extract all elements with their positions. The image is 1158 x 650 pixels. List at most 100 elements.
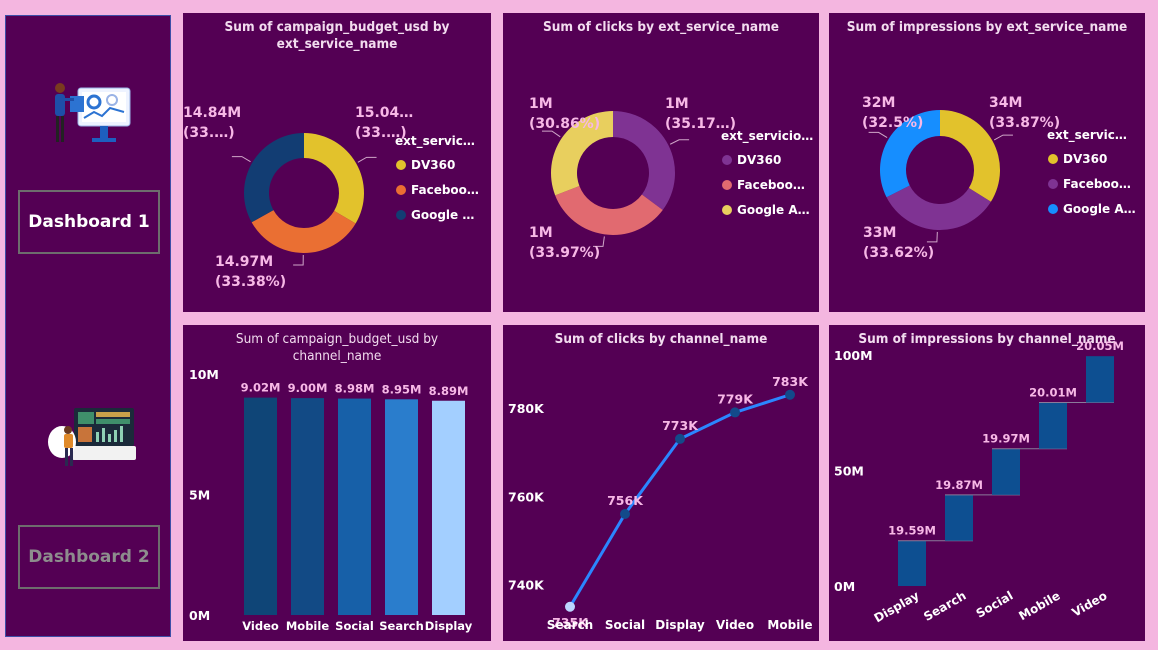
- waterfall-bar-video[interactable]: [1086, 356, 1114, 403]
- x-tick-label: Mobile: [1016, 588, 1062, 623]
- line-point-video[interactable]: [730, 407, 740, 418]
- donut-slice-dv360[interactable]: [613, 111, 675, 210]
- slice-value-label: 1M: [529, 225, 553, 241]
- x-tick-label: Search: [921, 588, 968, 623]
- donut-slice-facebook[interactable]: [886, 185, 991, 231]
- donut-slice-facebook[interactable]: [555, 185, 663, 235]
- clicks-by-channel-line-panel: Sum of clicks by channel_name 740K 760K 78…: [503, 325, 819, 641]
- waterfall-bar-social[interactable]: [992, 448, 1020, 495]
- line-point-display[interactable]: [675, 433, 685, 444]
- y-tick-label: 0M: [834, 579, 855, 594]
- bar-mobile[interactable]: [291, 398, 324, 615]
- dashboard-2-button[interactable]: Dashboard 2: [18, 525, 160, 589]
- waterfall-bar-search[interactable]: [945, 494, 973, 541]
- slice-percent-label: (35.17…): [665, 116, 736, 132]
- legend-entry[interactable]: Faceboo…: [1063, 177, 1131, 191]
- x-tick-label: Mobile: [286, 619, 329, 633]
- bar-search[interactable]: [385, 399, 418, 615]
- bar-display[interactable]: [432, 400, 465, 615]
- legend-swatch: [1048, 204, 1058, 214]
- budget-donut-chart: 15.04…(33.…)14.97M(33.38%)14.84M(33.…) ex…: [183, 105, 479, 290]
- line-point-search[interactable]: [565, 601, 575, 612]
- bar-social[interactable]: [338, 398, 371, 615]
- x-tick-label: Social: [335, 619, 374, 633]
- bar-data-label: 20.05M: [1076, 339, 1124, 353]
- panel-title: Sum of campaign_budget_usd by ext_servic…: [224, 19, 450, 52]
- clicks-by-service-donut-panel: Sum of clicks by ext_service_name 1M (35.…: [503, 13, 819, 312]
- impressions-by-service-donut-panel: Sum of impressions by ext_service_name 3…: [829, 13, 1145, 312]
- leader-line: [357, 156, 377, 163]
- slice-value-label: 33M: [863, 225, 896, 241]
- x-tick-label: Video: [1069, 588, 1109, 619]
- dashboard-1-button[interactable]: Dashboard 1: [18, 190, 160, 254]
- slice-percent-label: (33.…): [183, 125, 235, 141]
- x-tick-label: Display: [425, 619, 473, 633]
- slice-percent-label: (33.87%): [989, 115, 1060, 131]
- leader-line: [231, 156, 251, 163]
- leader-line: [868, 131, 888, 139]
- legend-title: ext_servicio…: [721, 129, 813, 144]
- leader-line: [593, 236, 605, 247]
- point-data-label: 756K: [607, 493, 644, 508]
- y-tick-label: 780K: [508, 401, 545, 416]
- donut-slice-facebook[interactable]: [251, 210, 356, 254]
- point-data-label: 735K: [552, 615, 589, 630]
- donut-slice-dv360[interactable]: [304, 133, 364, 224]
- donut-slice-google-ads[interactable]: [880, 110, 940, 198]
- budget-by-channel-bar-panel: Sum of campaign_budget_usd by channel_na…: [183, 325, 491, 641]
- slice-value-label: 32M: [862, 95, 895, 111]
- bar-data-label: 9.02M: [241, 381, 281, 395]
- leader-line: [541, 130, 561, 138]
- x-tick-label: Social: [974, 588, 1016, 620]
- dashboard-presenter-illustration: [48, 408, 136, 466]
- bar-data-label: 8.89M: [429, 384, 469, 398]
- slice-value-label: 1M: [529, 96, 553, 112]
- point-data-label: 773K: [662, 418, 699, 433]
- line-point-social[interactable]: [620, 509, 630, 519]
- leader-line: [993, 134, 1013, 141]
- legend-entry[interactable]: DV360: [411, 158, 455, 172]
- legend-entry[interactable]: Faceboo…: [737, 178, 805, 192]
- x-tick-label: Display: [872, 588, 922, 625]
- panel-title: Sum of impressions by channel_name: [858, 331, 1116, 347]
- y-tick-label: 100M: [834, 348, 873, 363]
- legend-swatch: [396, 185, 406, 195]
- legend-entry[interactable]: Google A…: [737, 203, 810, 217]
- donut-slice-google-ads[interactable]: [551, 111, 613, 196]
- slice-percent-label: (30.86%): [529, 116, 600, 132]
- slice-percent-label: (33.62%): [863, 245, 934, 261]
- legend-title: ext_servic…: [395, 134, 475, 149]
- slice-value-label: 14.84M: [183, 105, 241, 121]
- legend-title: ext_servic…: [1047, 128, 1127, 143]
- y-tick-label: 10M: [189, 367, 219, 382]
- donut-slice-google-ads[interactable]: [243, 132, 304, 223]
- legend-entry[interactable]: DV360: [1063, 152, 1107, 166]
- panel-title: Sum of clicks by ext_service_name: [543, 19, 779, 35]
- impressions-donut-chart: 34M (33.87%) 33M (33.62%) 32M (32.5%) ext_serv…: [862, 95, 1136, 261]
- legend-swatch: [1048, 179, 1058, 189]
- budget-by-service-donut-panel: Sum of campaign_budget_usd by ext_servic…: [183, 13, 491, 312]
- x-tick-label: Mobile: [767, 618, 812, 632]
- x-tick-label: Display: [655, 618, 705, 632]
- legend-entry[interactable]: Faceboo…: [411, 183, 479, 197]
- legend-entry[interactable]: Google A…: [1063, 202, 1136, 216]
- legend-entry[interactable]: DV360: [737, 153, 781, 167]
- slice-value-label: 1M: [665, 96, 689, 112]
- donut-slice-dv360[interactable]: [940, 110, 1000, 202]
- waterfall-bar-display[interactable]: [898, 540, 926, 586]
- clicks-donut-chart: 1M (35.17…) 1M (33.97%) 1M (30.86%) ext_servic…: [529, 96, 813, 261]
- legend-swatch: [722, 205, 732, 215]
- bar-data-label: 9.00M: [288, 381, 328, 395]
- y-tick-label: 760K: [508, 489, 545, 504]
- bar-data-label: 20.01M: [1029, 385, 1077, 399]
- line-point-mobile[interactable]: [785, 389, 795, 400]
- waterfall-bar-mobile[interactable]: [1039, 402, 1067, 449]
- y-tick-label: 740K: [508, 578, 545, 593]
- legend-entry[interactable]: Google …: [411, 208, 474, 222]
- slice-percent-label: (33.97%): [529, 245, 600, 261]
- impressions-waterfall-chart: 0M 50M 100M 19.59M Display 19.87M Search 19.97M…: [834, 339, 1124, 625]
- panel-title: Sum of campaign_budget_usd by channel_na…: [235, 331, 439, 364]
- bar-video[interactable]: [244, 397, 277, 615]
- legend-swatch: [396, 160, 406, 170]
